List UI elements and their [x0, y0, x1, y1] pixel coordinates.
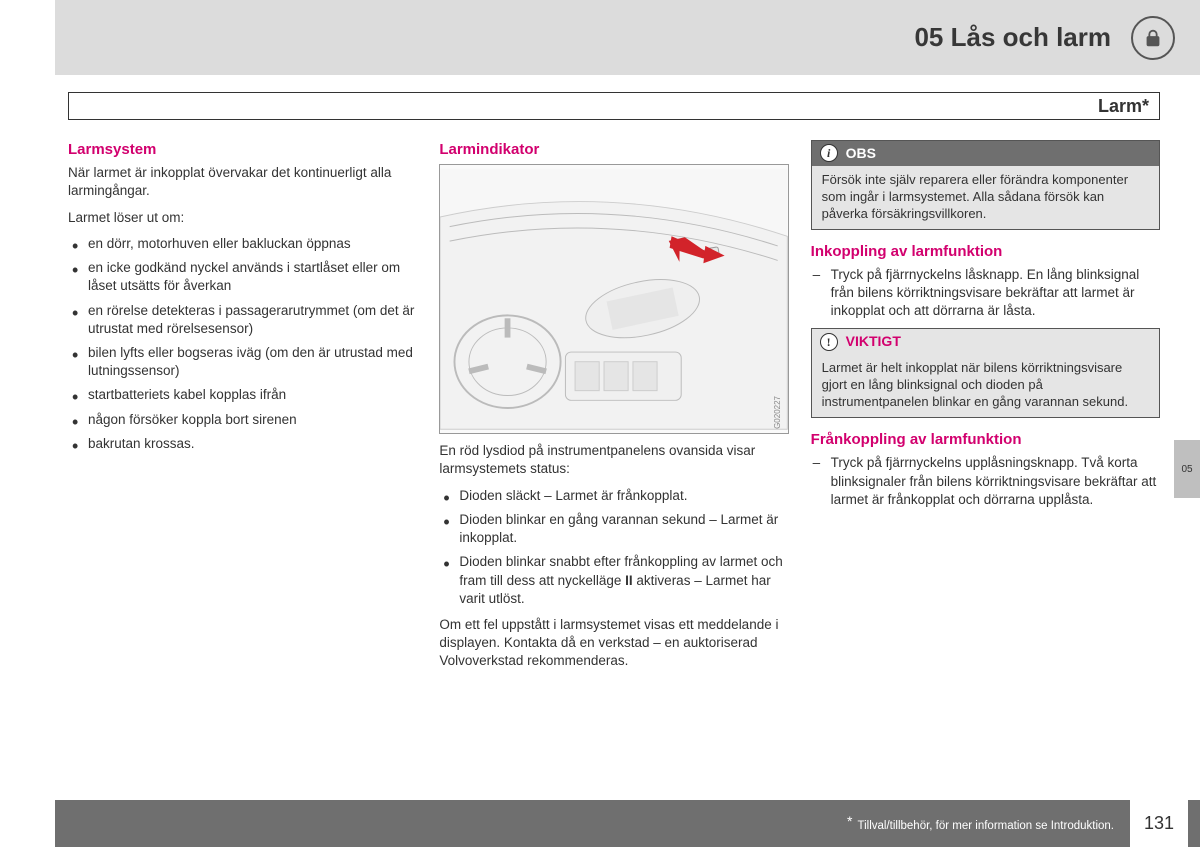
status-list: Dioden släckt – Larmet är frånkopplat. D…	[439, 487, 788, 608]
heading-larmindikator: Larmindikator	[439, 140, 788, 160]
heading-inkoppling: Inkoppling av larmfunktion	[811, 242, 1160, 262]
column-1: Larmsystem När larmet är inkopplat överv…	[68, 140, 417, 782]
deactivate-list: Tryck på fjärrnyckelns upplåsningsknapp.…	[811, 454, 1160, 509]
list-item: någon försöker koppla bort sirenen	[88, 411, 417, 429]
footer: * Tillval/tillbehör, för mer information…	[55, 800, 1200, 847]
viktigt-header: ! VIKTIGT	[812, 329, 1159, 354]
obs-body: Försök inte själv reparera eller förändr…	[812, 166, 1159, 229]
list-item: startbatteriets kabel kopplas ifrån	[88, 386, 417, 404]
heading-larmsystem: Larmsystem	[68, 140, 417, 160]
figure-reference: G020227	[773, 396, 784, 429]
list-item: en rörelse detekteras i passagerarutrymm…	[88, 302, 417, 338]
footer-note: * Tillval/tillbehör, för mer information…	[847, 816, 1114, 832]
list-item: bilen lyfts eller bogseras iväg (om den …	[88, 344, 417, 380]
heading-frankoppling: Frånkoppling av larmfunktion	[811, 430, 1160, 450]
obs-notice: i OBS Försök inte själv reparera eller f…	[811, 140, 1160, 230]
paragraph: När larmet är inkopplat övervakar det ko…	[68, 164, 417, 200]
column-2: Larmindikator	[439, 140, 788, 782]
activate-list: Tryck på fjärrnyckelns låsknapp. En lång…	[811, 266, 1160, 321]
list-item: Dioden släckt – Larmet är frånkopplat.	[459, 487, 788, 505]
paragraph: Om ett fel uppstått i larmsystemet visas…	[439, 616, 788, 671]
left-margin	[0, 0, 55, 847]
obs-title: OBS	[846, 144, 876, 163]
manual-page: 05 Lås och larm Larm* Larmsystem När lar…	[0, 0, 1200, 847]
chapter-header: 05 Lås och larm	[55, 0, 1200, 75]
column-3: i OBS Försök inte själv reparera eller f…	[811, 140, 1160, 782]
lock-icon	[1131, 16, 1175, 60]
warning-icon: !	[820, 333, 838, 351]
trigger-list: en dörr, motorhuven eller bakluckan öppn…	[68, 235, 417, 453]
list-item: Dioden blinkar en gång varannan sekund –…	[459, 511, 788, 547]
dashboard-figure: G020227	[439, 164, 788, 434]
list-item: bakrutan krossas.	[88, 435, 417, 453]
viktigt-notice: ! VIKTIGT Larmet är helt inkopplat när b…	[811, 328, 1160, 418]
content-area: Larmsystem När larmet är inkopplat överv…	[68, 140, 1160, 782]
list-item: Tryck på fjärrnyckelns låsknapp. En lång…	[831, 266, 1160, 321]
section-title-bar: Larm*	[68, 92, 1160, 120]
thumb-tab-label: 05	[1181, 464, 1192, 475]
info-icon: i	[820, 144, 838, 162]
footer-note-text: Tillval/tillbehör, för mer information s…	[857, 820, 1114, 832]
viktigt-body: Larmet är helt inkopplat när bilens körr…	[812, 354, 1159, 417]
section-title: Larm*	[1098, 96, 1149, 117]
list-item: Dioden blinkar snabbt efter frånkoppling…	[459, 553, 788, 608]
chapter-title: 05 Lås och larm	[914, 22, 1111, 53]
page-number: 131	[1130, 800, 1188, 847]
list-item: Tryck på fjärrnyckelns upplåsningsknapp.…	[831, 454, 1160, 509]
thumb-tab: 05	[1174, 440, 1200, 498]
footnote-star: *	[847, 813, 852, 829]
obs-header: i OBS	[812, 141, 1159, 166]
paragraph: Larmet löser ut om:	[68, 209, 417, 227]
list-item: en icke godkänd nyckel används i startlå…	[88, 259, 417, 295]
figure-caption: En röd lysdiod på instrumentpanelens ova…	[439, 442, 788, 478]
list-item: en dörr, motorhuven eller bakluckan öppn…	[88, 235, 417, 253]
viktigt-title: VIKTIGT	[846, 332, 901, 351]
